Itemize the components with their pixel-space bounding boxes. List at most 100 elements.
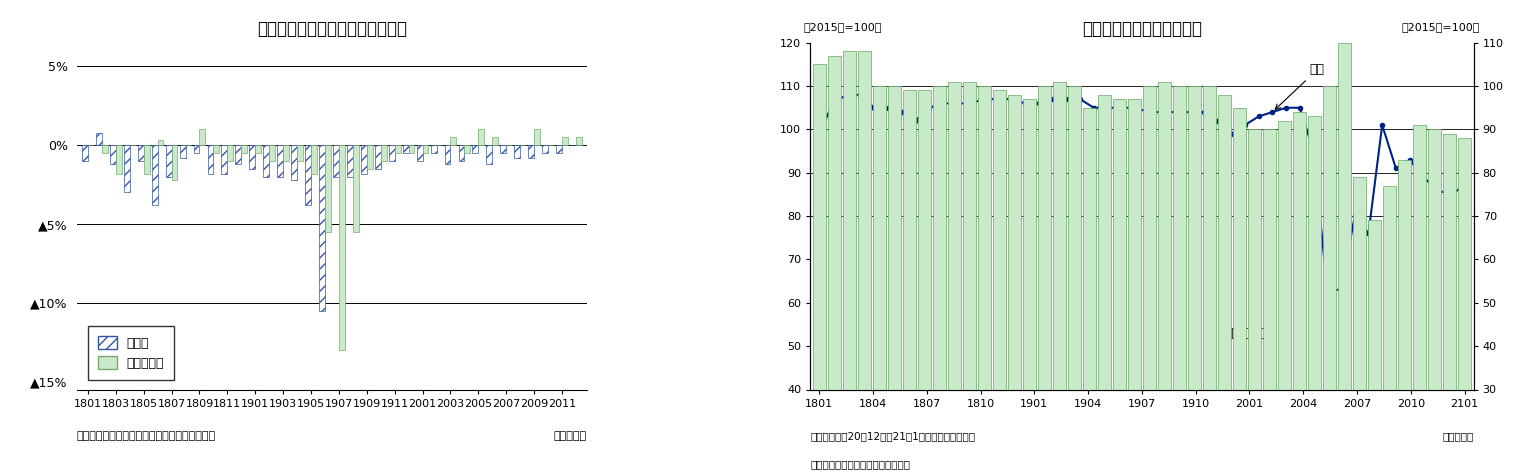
Bar [1068, 86, 1081, 475]
Bar [97, 133, 101, 145]
Bar [367, 145, 373, 169]
Bar [235, 145, 241, 164]
Bar [158, 141, 164, 145]
Title: 最近の実現率、予測修正率の推移: 最近の実現率、予測修正率の推移 [256, 20, 407, 38]
Bar [843, 51, 855, 475]
Bar [353, 145, 359, 232]
Bar [487, 145, 493, 164]
Bar [887, 86, 901, 475]
Bar [381, 145, 387, 161]
Bar [1203, 86, 1216, 475]
Bar [213, 145, 220, 153]
Bar [1339, 43, 1351, 475]
Bar [408, 145, 414, 153]
Bar [1219, 95, 1231, 475]
Bar [947, 82, 961, 475]
Bar [1398, 160, 1411, 475]
Bar [1188, 86, 1200, 475]
Text: （資料）経済産業省「鉱工業指数」: （資料）経済産業省「鉱工業指数」 [810, 459, 910, 469]
Bar [81, 145, 87, 161]
Bar [993, 90, 1005, 475]
Bar [319, 145, 325, 311]
Bar [493, 137, 499, 145]
Bar [1084, 108, 1096, 475]
Legend: 実現率, 予測修正率: 実現率, 予測修正率 [87, 326, 175, 380]
Bar [402, 145, 408, 153]
Bar [1414, 125, 1426, 475]
Bar [1443, 134, 1457, 475]
Bar [473, 145, 479, 153]
Bar [1368, 220, 1382, 475]
Bar [111, 145, 115, 164]
Bar [556, 145, 562, 153]
Bar [339, 145, 345, 350]
Bar [138, 145, 144, 161]
Text: （年・月）: （年・月） [1443, 431, 1474, 441]
Bar [172, 145, 178, 180]
Text: （年・月）: （年・月） [554, 431, 586, 441]
Title: 輸送機械の生産、在庫動向: 輸送機械の生産、在庫動向 [1082, 20, 1202, 38]
Bar [422, 145, 428, 153]
Bar [264, 145, 269, 177]
Bar [1323, 86, 1335, 475]
Bar [375, 145, 381, 169]
Bar [479, 129, 484, 145]
Bar [144, 145, 149, 173]
Bar [1008, 95, 1021, 475]
Bar [812, 65, 826, 475]
Bar [1113, 99, 1125, 475]
Bar [124, 145, 130, 192]
Bar [918, 90, 930, 475]
Bar [1279, 121, 1291, 475]
Bar [347, 145, 353, 177]
Bar [416, 145, 422, 161]
Bar [933, 86, 946, 475]
Bar [1428, 129, 1441, 475]
Bar [269, 145, 275, 161]
Text: （2015年=100）: （2015年=100） [803, 22, 883, 32]
Bar [1263, 129, 1276, 475]
Bar [115, 145, 121, 173]
Bar [227, 145, 233, 161]
Bar [255, 145, 261, 153]
Bar [249, 145, 255, 169]
Bar [200, 129, 206, 145]
Bar [1128, 99, 1141, 475]
Bar [180, 145, 186, 158]
Bar [528, 145, 534, 158]
Bar [1053, 82, 1065, 475]
Bar [450, 137, 456, 145]
Bar [1022, 99, 1036, 475]
Bar [1173, 86, 1185, 475]
Bar [325, 145, 332, 232]
Bar [562, 137, 568, 145]
Text: （資料）経済産業省「製造工業生産予測指数」: （資料）経済産業省「製造工業生産予測指数」 [77, 431, 216, 441]
Bar [962, 82, 976, 475]
Bar [1098, 95, 1111, 475]
Bar [1157, 82, 1171, 475]
Text: （注）生産の20年12月、21年1月は予測指数で延長: （注）生産の20年12月、21年1月は予測指数で延長 [810, 431, 975, 441]
Bar [298, 145, 302, 161]
Bar [542, 145, 548, 153]
Bar [305, 145, 312, 205]
Bar [500, 145, 507, 153]
Bar [1292, 112, 1306, 475]
Bar [858, 51, 870, 475]
Bar [459, 145, 465, 161]
Bar [576, 137, 582, 145]
Bar [166, 145, 172, 177]
Bar [1233, 108, 1246, 475]
Text: （2015年=100）: （2015年=100） [1401, 22, 1480, 32]
Bar [465, 145, 470, 153]
Bar [193, 145, 200, 153]
Bar [388, 145, 394, 161]
Bar [431, 145, 436, 153]
Bar [1248, 129, 1260, 475]
Text: 生産: 生産 [1276, 63, 1325, 109]
Bar [361, 145, 367, 173]
Bar [312, 145, 316, 173]
Bar [534, 129, 540, 145]
Bar [827, 56, 841, 475]
Bar [101, 145, 107, 153]
Bar [1383, 186, 1395, 475]
